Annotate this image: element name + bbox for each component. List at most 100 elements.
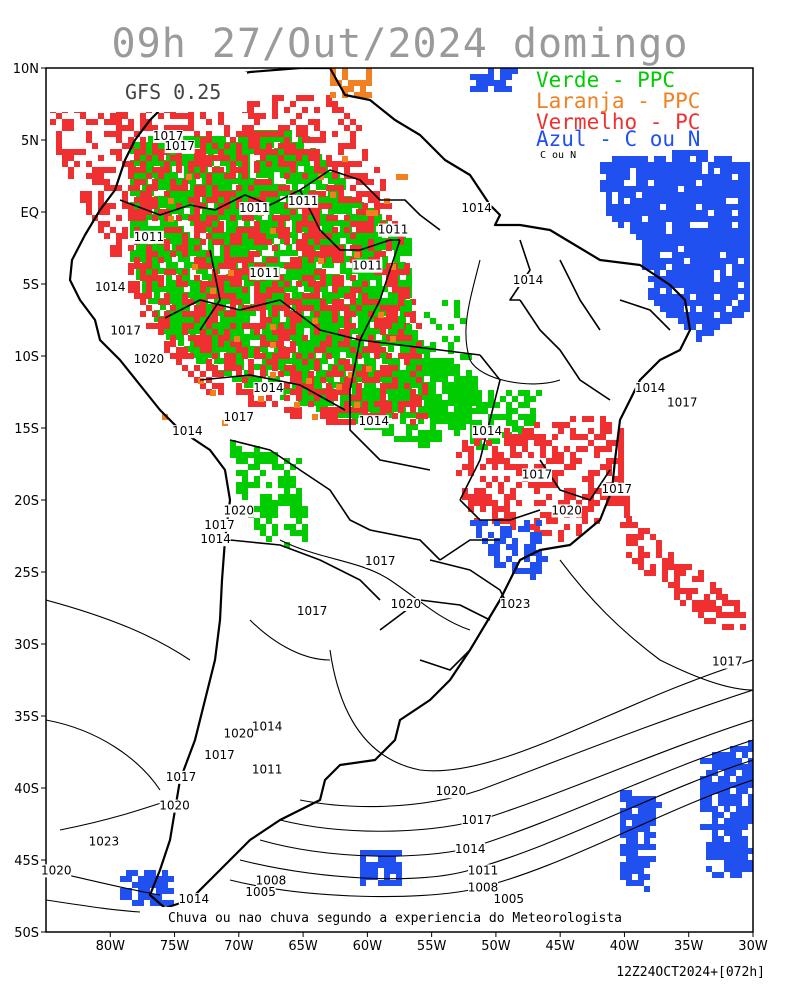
precip-cell-green: [274, 262, 280, 268]
precip-cell-red: [594, 488, 600, 494]
precip-cell-red: [320, 233, 326, 239]
isobar-label-bg: [110, 324, 141, 338]
precip-cell-blue: [632, 796, 638, 802]
precip-cell-blue: [638, 820, 644, 826]
precip-cell-green: [412, 376, 418, 382]
precip-cell-red: [332, 407, 338, 413]
precip-cell-blue: [706, 842, 712, 848]
precip-cell-green: [310, 310, 316, 316]
precip-cell-green: [178, 190, 184, 196]
precip-cell-blue: [720, 216, 726, 222]
precip-cell-green: [406, 394, 412, 400]
precip-cell-green: [286, 244, 292, 250]
precip-cell-red: [290, 101, 296, 107]
precip-cell-red: [540, 500, 546, 506]
precip-cell-blue: [708, 222, 714, 228]
precip-cell-green: [244, 250, 250, 256]
precip-cell-green: [310, 346, 316, 352]
precip-cell-green: [220, 184, 226, 190]
precip-cell-blue: [672, 156, 678, 162]
precip-cell-red: [564, 524, 570, 530]
precip-cell-red: [134, 227, 140, 233]
precip-cell-green: [214, 298, 220, 304]
precip-cell-red: [362, 149, 368, 155]
precip-cell-red: [296, 131, 302, 137]
precip-cell-red: [62, 155, 68, 161]
precip-cell-blue: [708, 174, 714, 180]
precip-cell-blue: [600, 162, 606, 168]
precip-cell-green: [184, 256, 190, 262]
precip-cell-red: [410, 311, 416, 317]
precip-cell-red: [140, 215, 146, 221]
precip-cell-red: [206, 335, 212, 341]
precip-cell-green: [236, 458, 242, 464]
precip-cell-blue: [718, 836, 724, 842]
isobar-label-bg: [164, 140, 195, 154]
precip-cell-blue: [696, 216, 702, 222]
precip-cell-green: [352, 280, 358, 286]
precip-cell-blue: [738, 234, 744, 240]
precip-cell-blue: [744, 222, 750, 228]
precip-cell-red: [338, 341, 344, 347]
precip-cell-red: [224, 293, 230, 299]
precip-cell-red: [176, 185, 182, 191]
precip-cell-red: [362, 155, 368, 161]
precip-cell-orange: [402, 174, 408, 180]
precip-cell-green: [290, 482, 296, 488]
precip-cell-red: [284, 161, 290, 167]
isobar-label: 1020: [159, 799, 190, 813]
precip-cell-green: [334, 238, 340, 244]
precip-cell-blue: [748, 746, 753, 752]
precip-cell-green: [178, 238, 184, 244]
precip-cell-blue: [742, 764, 748, 770]
precip-cell-red: [392, 383, 398, 389]
precip-cell-red: [254, 137, 260, 143]
precip-cell-blue: [726, 180, 732, 186]
precip-cell-green: [292, 178, 298, 184]
precip-cell-red: [260, 293, 266, 299]
precip-cell-green: [232, 376, 238, 382]
precip-cell-red: [302, 131, 308, 137]
precip-cell-green: [236, 446, 242, 452]
precip-cell-red: [314, 107, 320, 113]
precip-cell-green: [448, 400, 454, 406]
precip-cell-green: [364, 250, 370, 256]
precip-cell-red: [588, 476, 594, 482]
precip-cell-blue: [736, 800, 742, 806]
precip-cell-blue: [708, 318, 714, 324]
precip-cell-red: [140, 293, 146, 299]
precip-cell-blue: [632, 838, 638, 844]
precip-cell-red: [618, 476, 624, 482]
precip-cell-green: [202, 322, 208, 328]
precip-cell-green: [304, 340, 310, 346]
precip-cell-red: [218, 383, 224, 389]
precip-cell-red: [350, 377, 356, 383]
precip-cell-red: [224, 173, 230, 179]
precip-cell-red: [182, 185, 188, 191]
precip-cell-green: [172, 328, 178, 334]
precip-cell-orange: [366, 92, 372, 98]
precip-cell-red: [422, 389, 428, 395]
precip-cell-red: [332, 173, 338, 179]
precip-cell-green: [196, 346, 202, 352]
precip-cell-red: [344, 341, 350, 347]
precip-cell-red: [350, 233, 356, 239]
precip-cell-green: [154, 244, 160, 250]
precip-cell-green: [178, 178, 184, 184]
precip-cell-orange: [360, 92, 366, 98]
precip-cell-blue: [618, 186, 624, 192]
precip-cell-red: [152, 311, 158, 317]
precip-cell-green: [280, 148, 286, 154]
precip-cell-red: [386, 281, 392, 287]
precip-cell-blue: [366, 850, 372, 856]
precip-cell-green: [238, 250, 244, 256]
precip-cell-blue: [660, 210, 666, 216]
precip-cell-red: [362, 347, 368, 353]
precip-cell-blue: [630, 222, 636, 228]
precip-cell-green: [346, 238, 352, 244]
precip-cell-blue: [736, 860, 742, 866]
precip-cell-green: [406, 376, 412, 382]
precip-cell-green: [274, 346, 280, 352]
precip-cell-green: [292, 220, 298, 226]
precip-cell-blue: [126, 888, 132, 894]
